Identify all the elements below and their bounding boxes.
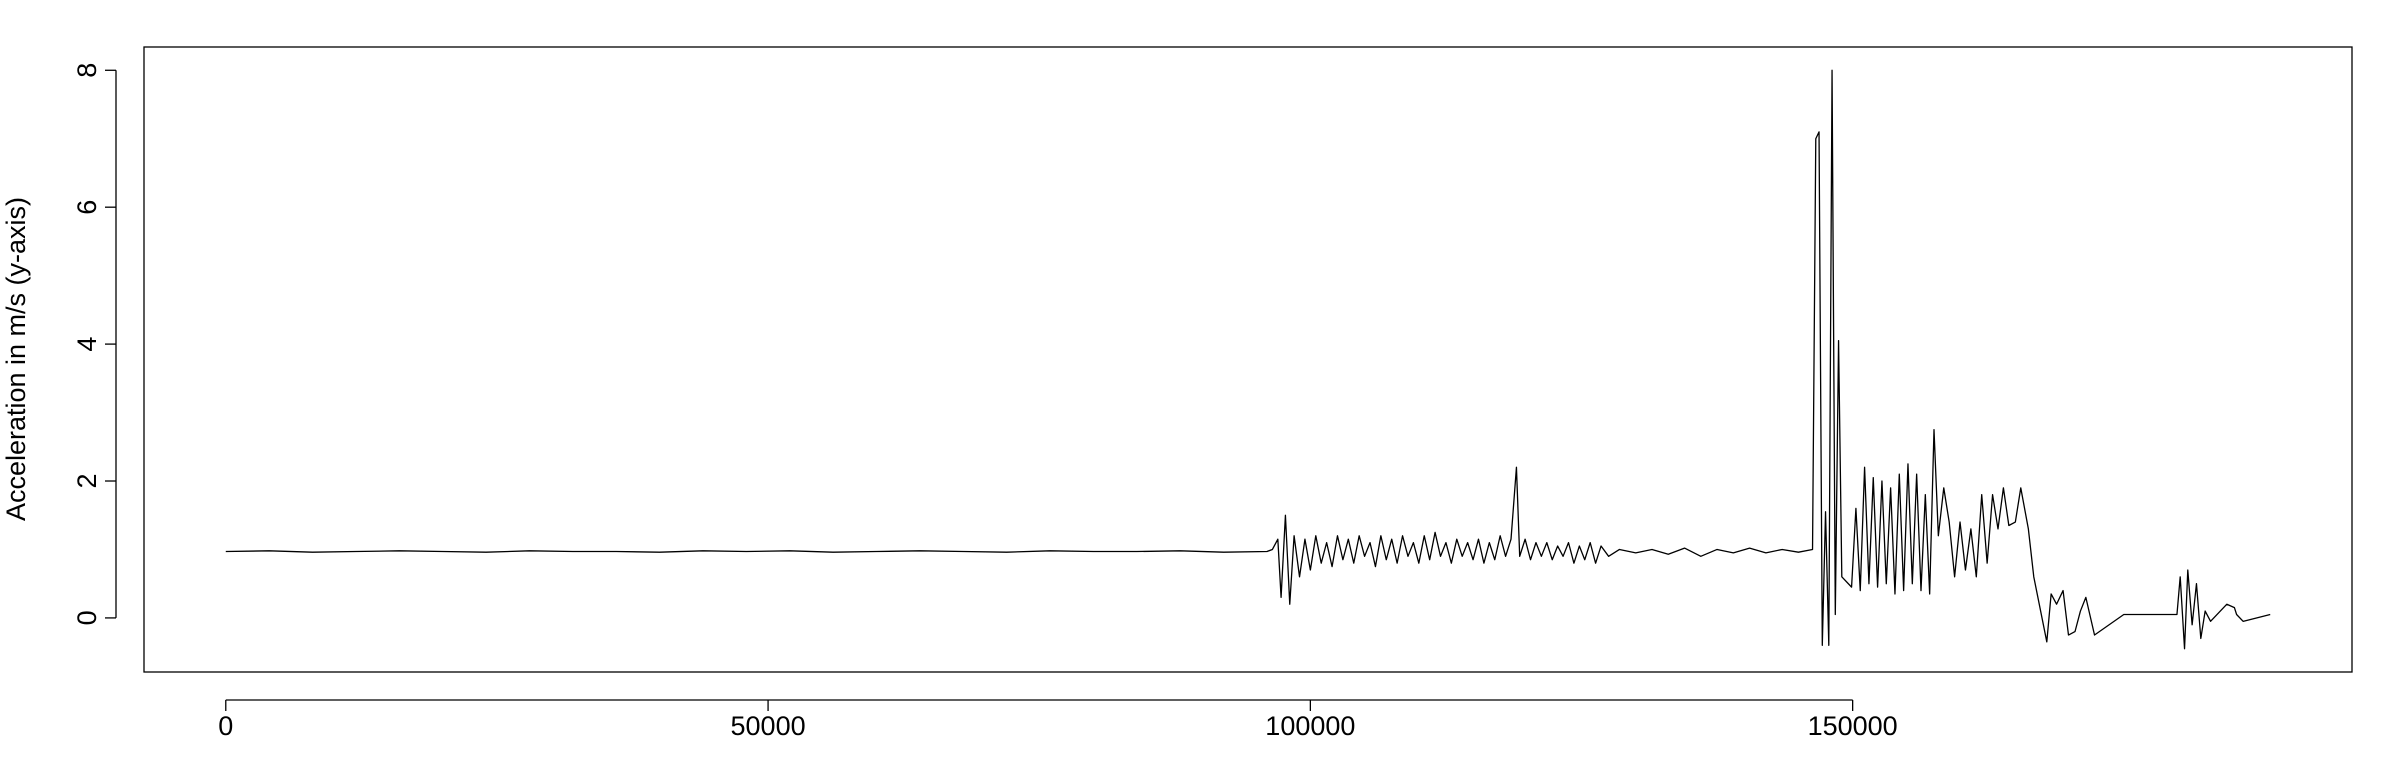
- x-tick-label: 150000: [1808, 711, 1898, 741]
- plot-box: [143, 46, 2353, 673]
- x-tick-label: 50000: [731, 711, 806, 741]
- y-axis-label: Acceleration in m/s (y-axis): [1, 197, 31, 521]
- y-tick-label: 0: [72, 610, 102, 625]
- x-tick-label: 100000: [1265, 711, 1355, 741]
- y-tick-label: 8: [72, 63, 102, 78]
- y-tick-label: 2: [72, 473, 102, 488]
- x-tick-label: 0: [218, 711, 233, 741]
- y-tick-label: 6: [72, 200, 102, 215]
- data-line: [225, 69, 2271, 650]
- y-tick-label: 4: [72, 337, 102, 352]
